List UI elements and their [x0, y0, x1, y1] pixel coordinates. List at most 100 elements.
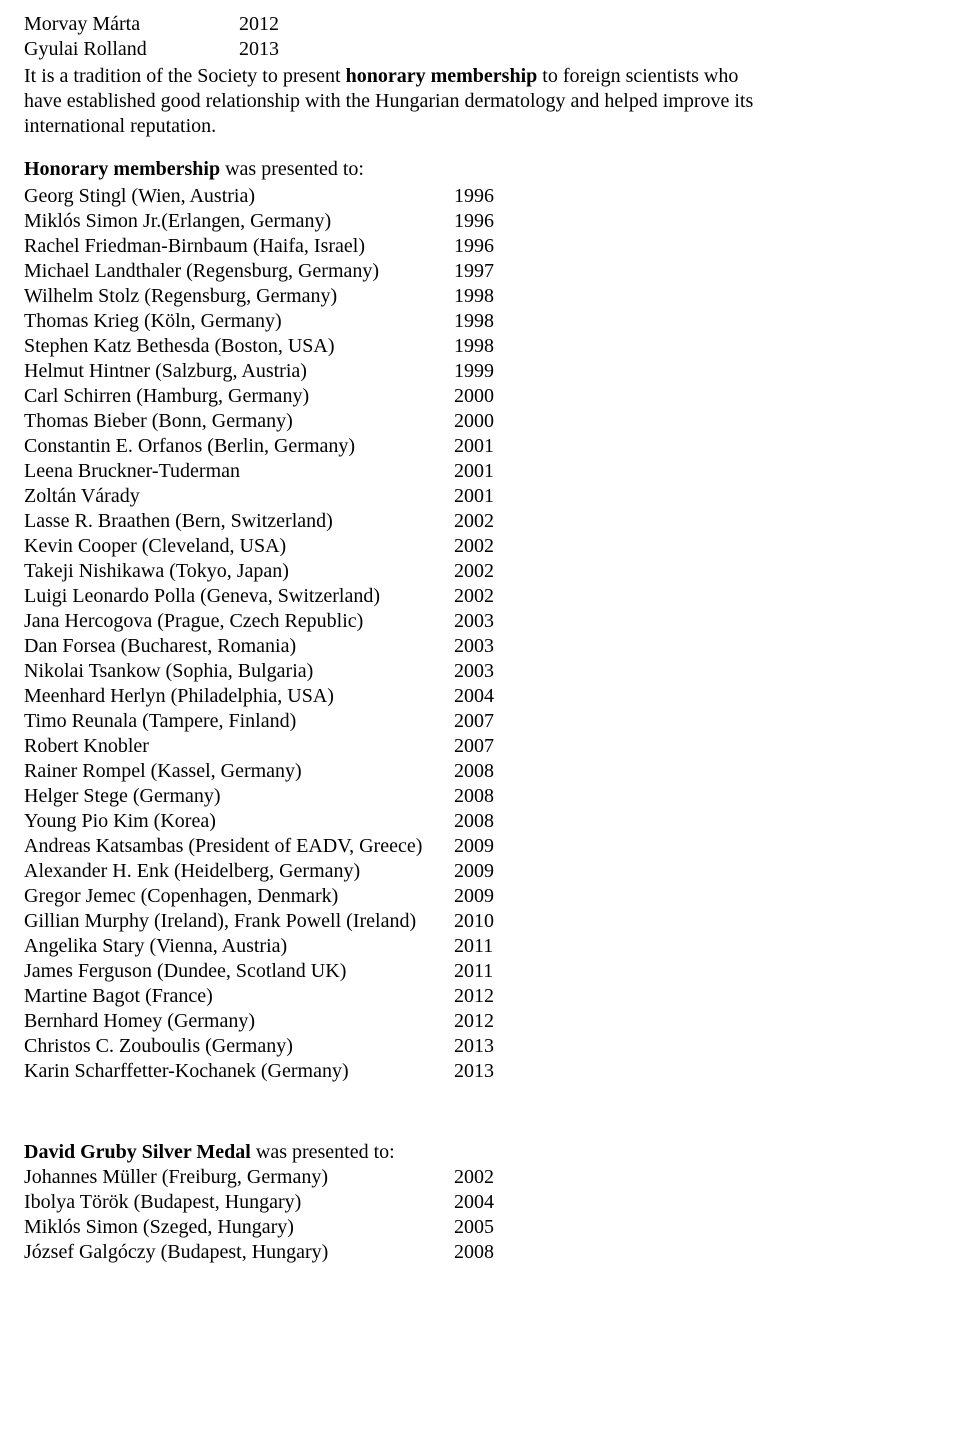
honorary-row-name: Kevin Cooper (Cleveland, USA) — [24, 534, 454, 559]
honorary-list: Georg Stingl (Wien, Austria)1996Miklós S… — [24, 184, 936, 1084]
honorary-row-name: Carl Schirren (Hamburg, Germany) — [24, 384, 454, 409]
honorary-row-name: Helger Stege (Germany) — [24, 784, 454, 809]
gruby-row-name: Miklós Simon (Szeged, Hungary) — [24, 1215, 454, 1240]
honorary-heading-rest: was presented to: — [220, 158, 364, 180]
honorary-row-year: 1997 — [454, 259, 494, 284]
honorary-row-name: Dan Forsea (Bucharest, Romania) — [24, 634, 454, 659]
honorary-row-year: 2002 — [454, 534, 494, 559]
honorary-row: Constantin E. Orfanos (Berlin, Germany)2… — [24, 434, 936, 459]
honorary-row-name: Helmut Hintner (Salzburg, Austria) — [24, 359, 454, 384]
honorary-row: Miklós Simon Jr.(Erlangen, Germany)1996 — [24, 209, 936, 234]
intro-line3: international reputation. — [24, 115, 216, 137]
honorary-row: Stephen Katz Bethesda (Boston, USA)1998 — [24, 334, 936, 359]
intro-line1-pre: It is a tradition of the Society to pres… — [24, 65, 346, 87]
honorary-row: Martine Bagot (France)2012 — [24, 984, 936, 1009]
honorary-row: Christos C. Zouboulis (Germany)2013 — [24, 1034, 936, 1059]
intro-line2: have established good relationship with … — [24, 90, 753, 112]
honorary-row: Nikolai Tsankow (Sophia, Bulgaria)2003 — [24, 659, 936, 684]
honorary-row-name: James Ferguson (Dundee, Scotland UK) — [24, 959, 454, 984]
honorary-row: Alexander H. Enk (Heidelberg, Germany)20… — [24, 859, 936, 884]
honorary-row: Zoltán Várady2001 — [24, 484, 936, 509]
honorary-row-year: 2010 — [454, 909, 494, 934]
honorary-row-year: 2002 — [454, 559, 494, 584]
honorary-row-year: 1996 — [454, 209, 494, 234]
gruby-row: Miklós Simon (Szeged, Hungary)2005 — [24, 1215, 936, 1240]
intro-member-row: Gyulai Rolland2013 — [24, 37, 936, 62]
honorary-row-year: 2002 — [454, 509, 494, 534]
honorary-row-name: Alexander H. Enk (Heidelberg, Germany) — [24, 859, 454, 884]
honorary-heading-bold: Honorary membership — [24, 158, 220, 180]
honorary-row-name: Meenhard Herlyn (Philadelphia, USA) — [24, 684, 454, 709]
gruby-row-name: József Galgóczy (Budapest, Hungary) — [24, 1240, 454, 1265]
honorary-row-name: Lasse R. Braathen (Bern, Switzerland) — [24, 509, 454, 534]
honorary-row-year: 2011 — [454, 934, 493, 959]
honorary-row: Timo Reunala (Tampere, Finland)2007 — [24, 709, 936, 734]
honorary-row: Wilhelm Stolz (Regensburg, Germany)1998 — [24, 284, 936, 309]
honorary-row: Thomas Bieber (Bonn, Germany)2000 — [24, 409, 936, 434]
honorary-row-year: 2008 — [454, 784, 494, 809]
honorary-row-year: 2001 — [454, 459, 494, 484]
honorary-row-year: 2011 — [454, 959, 493, 984]
honorary-row-name: Gillian Murphy (Ireland), Frank Powell (… — [24, 909, 454, 934]
honorary-row-name: Nikolai Tsankow (Sophia, Bulgaria) — [24, 659, 454, 684]
honorary-row: Kevin Cooper (Cleveland, USA)2002 — [24, 534, 936, 559]
honorary-row-year: 2007 — [454, 709, 494, 734]
honorary-row-year: 2012 — [454, 1009, 494, 1034]
honorary-row-name: Leena Bruckner-Tuderman — [24, 459, 454, 484]
gruby-row: Johannes Müller (Freiburg, Germany)2002 — [24, 1165, 936, 1190]
gruby-heading-rest: was presented to: — [251, 1141, 395, 1163]
honorary-row-name: Rainer Rompel (Kassel, Germany) — [24, 759, 454, 784]
honorary-row-year: 2009 — [454, 834, 494, 859]
honorary-row-year: 1999 — [454, 359, 494, 384]
intro-member-row-year: 2013 — [239, 37, 279, 62]
gruby-row-year: 2005 — [454, 1215, 494, 1240]
honorary-row-year: 2013 — [454, 1034, 494, 1059]
honorary-row-year: 1996 — [454, 234, 494, 259]
gruby-list: Johannes Müller (Freiburg, Germany)2002I… — [24, 1165, 936, 1265]
honorary-row: Rachel Friedman-Birnbaum (Haifa, Israel)… — [24, 234, 936, 259]
honorary-row-name: Thomas Bieber (Bonn, Germany) — [24, 409, 454, 434]
honorary-row: Lasse R. Braathen (Bern, Switzerland)200… — [24, 509, 936, 534]
honorary-row-year: 2012 — [454, 984, 494, 1009]
gruby-row: Ibolya Török (Budapest, Hungary)2004 — [24, 1190, 936, 1215]
honorary-row-name: Christos C. Zouboulis (Germany) — [24, 1034, 454, 1059]
section-spacer — [24, 1084, 936, 1112]
honorary-row-name: Stephen Katz Bethesda (Boston, USA) — [24, 334, 454, 359]
honorary-row: Gregor Jemec (Copenhagen, Denmark)2009 — [24, 884, 936, 909]
honorary-row-name: Gregor Jemec (Copenhagen, Denmark) — [24, 884, 454, 909]
honorary-row-name: Jana Hercogova (Prague, Czech Republic) — [24, 609, 454, 634]
honorary-row: Bernhard Homey (Germany)2012 — [24, 1009, 936, 1034]
honorary-row-year: 1996 — [454, 184, 494, 209]
honorary-row: Thomas Krieg (Köln, Germany)1998 — [24, 309, 936, 334]
honorary-row: Meenhard Herlyn (Philadelphia, USA)2004 — [24, 684, 936, 709]
honorary-row-name: Wilhelm Stolz (Regensburg, Germany) — [24, 284, 454, 309]
intro-member-row-name: Morvay Márta — [24, 12, 239, 37]
honorary-row: Dan Forsea (Bucharest, Romania)2003 — [24, 634, 936, 659]
honorary-row-name: Young Pio Kim (Korea) — [24, 809, 454, 834]
honorary-row-year: 2008 — [454, 809, 494, 834]
honorary-row-year: 2003 — [454, 634, 494, 659]
honorary-row: Helger Stege (Germany)2008 — [24, 784, 936, 809]
intro-member-row-year: 2012 — [239, 12, 279, 37]
honorary-row: Leena Bruckner-Tuderman2001 — [24, 459, 936, 484]
gruby-row-name: Johannes Müller (Freiburg, Germany) — [24, 1165, 454, 1190]
intro-members-block: Morvay Márta2012Gyulai Rolland2013 — [24, 12, 936, 62]
intro-member-row: Morvay Márta2012 — [24, 12, 936, 37]
honorary-row-name: Miklós Simon Jr.(Erlangen, Germany) — [24, 209, 454, 234]
honorary-row-year: 2002 — [454, 584, 494, 609]
honorary-row-year: 2001 — [454, 484, 494, 509]
honorary-row-name: Thomas Krieg (Köln, Germany) — [24, 309, 454, 334]
honorary-row: Andreas Katsambas (President of EADV, Gr… — [24, 834, 936, 859]
gruby-row-year: 2004 — [454, 1190, 494, 1215]
honorary-row-year: 2009 — [454, 884, 494, 909]
honorary-heading: Honorary membership was presented to: — [24, 157, 936, 182]
honorary-row: Jana Hercogova (Prague, Czech Republic)2… — [24, 609, 936, 634]
honorary-row-year: 2000 — [454, 384, 494, 409]
honorary-row-name: Andreas Katsambas (President of EADV, Gr… — [24, 834, 454, 859]
honorary-row-name: Rachel Friedman-Birnbaum (Haifa, Israel) — [24, 234, 454, 259]
honorary-row-name: Constantin E. Orfanos (Berlin, Germany) — [24, 434, 454, 459]
gruby-row-year: 2002 — [454, 1165, 494, 1190]
honorary-row-name: Takeji Nishikawa (Tokyo, Japan) — [24, 559, 454, 584]
honorary-row-name: Luigi Leonardo Polla (Geneva, Switzerlan… — [24, 584, 454, 609]
intro-paragraph: It is a tradition of the Society to pres… — [24, 64, 936, 139]
